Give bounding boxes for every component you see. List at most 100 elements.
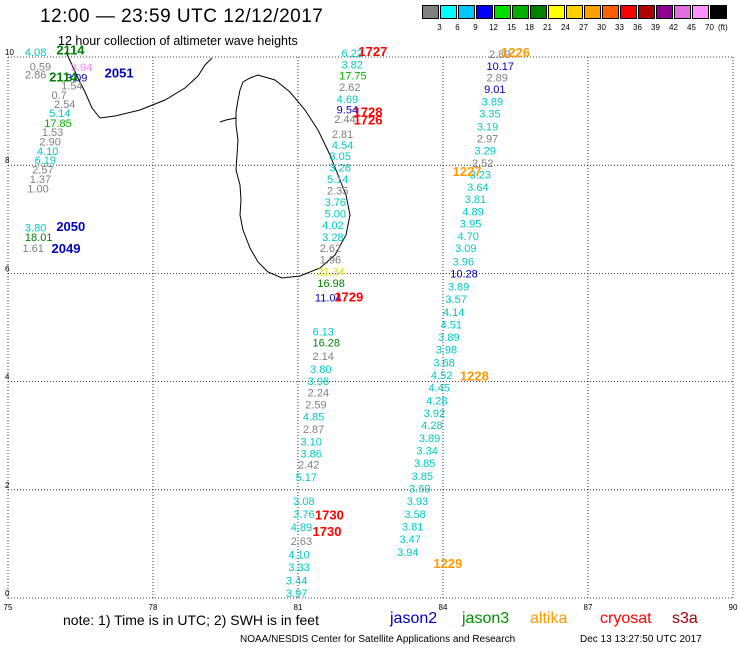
pass-number-label: 1728: [354, 105, 383, 120]
wave-height-value: 3.68: [433, 357, 454, 369]
wave-height-value: 3.89: [482, 97, 503, 109]
wave-height-value: 0.59: [30, 62, 51, 74]
wave-height-value: 5.14: [327, 174, 348, 186]
wave-height-value: 3.92: [424, 408, 445, 420]
scale-swatch: [674, 5, 691, 19]
wave-height-value: 5.14: [49, 108, 70, 120]
wave-height-value: 3.08: [293, 496, 314, 508]
scale-swatch: [512, 5, 529, 19]
wave-height-value: 10.17: [487, 61, 515, 73]
wave-height-value: 4.02: [322, 220, 343, 232]
pass-number-label: 2051: [105, 66, 134, 81]
wave-height-value: 3.05: [329, 151, 350, 163]
india-coastline: [65, 51, 213, 119]
wave-height-value: 1.61: [23, 243, 44, 255]
wave-height-value: 1.53: [42, 127, 63, 139]
wave-height-value: 2.89: [487, 72, 508, 84]
scale-tick-label: 24: [561, 23, 570, 32]
wave-height-value: 3.89: [438, 332, 459, 344]
wave-height-value: 3.09: [66, 72, 87, 84]
scale-swatch: [584, 5, 601, 19]
scale-tick-label: 12: [489, 23, 498, 32]
wave-height-value: 4.85: [303, 412, 324, 424]
scale-tick-label: 42: [669, 23, 678, 32]
wave-height-value: 3.58: [404, 509, 425, 521]
scale-swatch: [638, 5, 655, 19]
wave-height-value: 3.76: [293, 509, 314, 521]
wave-height-value: 2.62: [320, 243, 341, 255]
wave-height-value: 4.10: [37, 146, 58, 158]
wave-height-value: 2.57: [32, 164, 53, 176]
scale-tick-label: 39: [651, 23, 660, 32]
scale-tick-label: 18: [525, 23, 534, 32]
wave-height-value: 4.89: [291, 522, 312, 534]
wave-height-value: 3.97: [286, 588, 307, 600]
wave-height-value: 4.69: [337, 94, 358, 106]
wave-height-value: 1.54: [61, 80, 82, 92]
scale-swatch: [530, 5, 547, 19]
longitude-tick-label: 90: [729, 603, 738, 612]
wave-height-value: 4.70: [458, 231, 479, 243]
scale-swatch: [620, 5, 637, 19]
wave-height-value: 5.00: [325, 209, 346, 221]
wave-height-value: 3.29: [474, 145, 495, 157]
wave-height-value: 4.14: [443, 307, 464, 319]
scale-tick-label: 45: [687, 23, 696, 32]
wave-height-value: 2.24: [308, 388, 329, 400]
wave-height-value: 9.01: [484, 84, 505, 96]
wave-height-value: 3.23: [470, 170, 491, 182]
wave-height-value: 3.19: [477, 122, 498, 134]
wave-height-value: 3.28: [322, 232, 343, 244]
wave-height-value: 6.13: [313, 327, 334, 339]
wave-height-value: 6.22: [342, 48, 363, 60]
longitude-tick-label: 75: [4, 603, 13, 612]
scale-swatch: [656, 5, 673, 19]
wave-height-value: 4.51: [441, 320, 462, 332]
scale-swatch: [692, 5, 709, 19]
wave-height-value: 2.87: [303, 424, 324, 436]
scale-tick-label: 3: [437, 23, 442, 32]
wave-height-value: 2.59: [305, 400, 326, 412]
pass-number-label: 1727: [358, 44, 387, 59]
scale-tick-label: 30: [597, 23, 606, 32]
wave-height-value: 0.7: [52, 90, 67, 102]
wave-height-value: 3.47: [400, 534, 421, 546]
scale-swatch: [602, 5, 619, 19]
latitude-tick-label: 4: [5, 373, 10, 382]
wave-height-value: 3.94: [71, 62, 92, 74]
scale-tick-label: 15: [507, 23, 516, 32]
wave-height-value: 4.54: [332, 140, 353, 152]
wave-height-value: 2.63: [291, 536, 312, 548]
footnote: note: 1) Time is in UTC; 2) SWH is in fe…: [63, 612, 319, 628]
wave-height-value: 4.28: [421, 420, 442, 432]
wave-height-value: 2.54: [54, 99, 75, 111]
wave-height-value: 2.42: [298, 460, 319, 472]
latitude-tick-label: 8: [5, 156, 10, 165]
wave-height-value: 3.96: [453, 256, 474, 268]
latitude-tick-label: 0: [5, 589, 10, 598]
wave-height-value: 3.89: [419, 433, 440, 445]
scale-swatch: [566, 5, 583, 19]
legend-altika: altika: [530, 610, 568, 627]
wave-height-value: 2.62: [339, 82, 360, 94]
pass-number-label: 1226: [501, 45, 530, 60]
wave-height-value: 3.09: [455, 243, 476, 255]
pass-number-label: 1229: [433, 556, 462, 571]
pass-number-label: 2050: [56, 219, 85, 234]
scale-swatch: [440, 5, 457, 19]
scale-swatch: [548, 5, 565, 19]
scale-tick-label: 9: [473, 23, 478, 32]
wave-height-value: 17.85: [44, 118, 72, 130]
legend-s3a: s3a: [672, 610, 698, 627]
pass-number-label: 1730: [313, 524, 342, 539]
pass-number-label: 1726: [354, 113, 383, 128]
wave-height-value: 2.35: [327, 185, 348, 197]
wave-height-value: 4.08: [25, 47, 46, 59]
wave-height-value: 21.34: [317, 267, 345, 279]
wave-height-value: 3.98: [436, 344, 457, 356]
wave-height-value: 2.81: [332, 129, 353, 141]
scale-tick-label: 33: [615, 23, 624, 32]
wave-height-value: 3.80: [25, 223, 46, 235]
wave-height-value: 3.69: [409, 484, 430, 496]
